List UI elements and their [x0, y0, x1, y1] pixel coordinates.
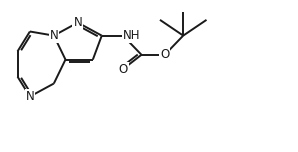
Text: O: O	[160, 48, 169, 61]
Text: O: O	[118, 63, 128, 76]
Text: N: N	[49, 29, 58, 42]
Text: N: N	[73, 16, 82, 29]
Text: N: N	[26, 90, 34, 103]
Text: NH: NH	[123, 29, 140, 42]
